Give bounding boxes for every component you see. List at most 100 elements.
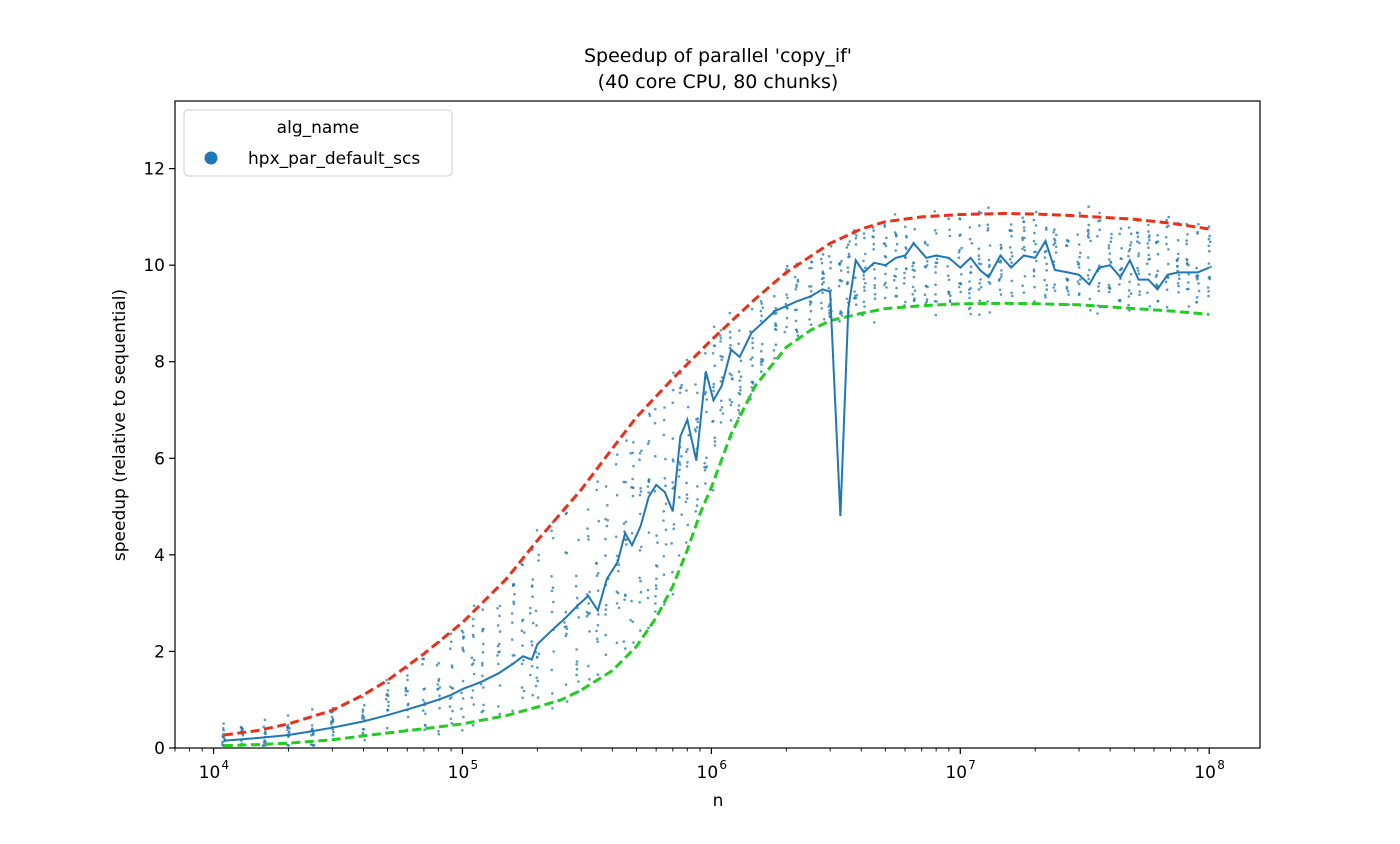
scatter-point — [588, 611, 591, 615]
legend-entry-label: hpx_par_default_scs — [248, 149, 420, 169]
x-tick-exponent: 7 — [968, 758, 976, 772]
scatter-point — [1127, 226, 1131, 229]
scatter-point — [934, 283, 937, 287]
scatter-point — [696, 498, 699, 501]
scatter-point — [854, 303, 858, 307]
scatter-point — [1187, 273, 1190, 276]
scatter-point — [1043, 278, 1046, 282]
scatter-point — [759, 319, 763, 323]
scatter-point — [1078, 255, 1081, 259]
scatter-point — [968, 296, 971, 300]
scatter-point — [864, 266, 867, 270]
scatter-point — [969, 286, 972, 290]
y-tick-label: 2 — [154, 642, 165, 662]
scatter-point — [728, 330, 732, 334]
scatter-point — [1165, 218, 1168, 222]
x-tick-exponent: 8 — [1217, 758, 1225, 772]
scatter-point — [784, 302, 788, 306]
scatter-point — [913, 297, 916, 300]
scatter-point — [586, 527, 589, 530]
scatter-point — [423, 728, 426, 732]
scatter-point — [471, 617, 475, 621]
scatter-point — [774, 322, 777, 325]
scatter-point — [1010, 254, 1014, 258]
scatter-point — [1076, 280, 1080, 283]
scatter-point — [1000, 269, 1003, 272]
scatter-point — [977, 258, 981, 261]
scatter-point — [795, 330, 799, 334]
scatter-point — [1000, 273, 1003, 276]
scatter-point — [632, 441, 635, 444]
scatter-point — [820, 301, 823, 305]
scatter-point — [821, 253, 825, 256]
scatter-point — [565, 632, 568, 636]
scatter-point — [639, 487, 642, 490]
scatter-point — [471, 689, 475, 692]
scatter-point — [969, 271, 973, 274]
scatter-point — [497, 662, 500, 666]
scatter-point — [1138, 241, 1141, 245]
scatter-point — [1127, 254, 1130, 258]
scatter-point — [786, 264, 789, 268]
scatter-point — [534, 609, 538, 613]
chart-subtitle: (40 core CPU, 80 chunks) — [598, 71, 839, 93]
scatter-point — [948, 300, 952, 304]
scatter-point — [530, 644, 534, 647]
scatter-point — [550, 668, 554, 672]
scatter-point — [596, 480, 599, 483]
scatter-point — [1148, 305, 1152, 308]
scatter-point — [531, 595, 534, 598]
scatter-point — [855, 234, 858, 237]
scatter-point — [437, 662, 441, 665]
scatter-point — [604, 653, 608, 657]
scatter-point — [883, 254, 887, 258]
scatter-point — [647, 626, 650, 630]
scatter-point — [563, 625, 567, 629]
scatter-point — [451, 709, 454, 713]
scatter-point — [711, 352, 715, 355]
scatter-point — [361, 708, 365, 711]
scatter-point — [728, 398, 732, 402]
scatter-point — [363, 703, 366, 707]
scatter-point — [552, 650, 555, 653]
scatter-point — [1165, 242, 1168, 246]
scatter-point — [827, 254, 831, 258]
scatter-point — [871, 235, 874, 238]
scatter-point — [361, 727, 365, 731]
scatter-point — [810, 260, 814, 264]
legend-marker-icon — [204, 151, 218, 165]
scatter-point — [1045, 288, 1048, 291]
scatter-point — [1010, 251, 1013, 254]
scatter-point — [565, 700, 569, 703]
scatter-point — [437, 679, 440, 682]
scatter-point — [387, 704, 390, 708]
scatter-point — [738, 329, 741, 332]
scatter-point — [704, 352, 707, 355]
scatter-point — [312, 733, 315, 736]
scatter-point — [853, 294, 857, 298]
scatter-point — [461, 679, 465, 683]
scatter-point — [604, 633, 607, 637]
scatter-point — [1185, 242, 1188, 246]
scatter-point — [1052, 230, 1055, 234]
scatter-point — [654, 407, 657, 411]
scatter-point — [739, 359, 743, 363]
scatter-point — [595, 574, 599, 577]
scatter-point — [624, 520, 628, 524]
scatter-point — [1087, 277, 1090, 281]
scatter-point — [987, 258, 991, 262]
scatter-point — [1195, 266, 1198, 270]
scatter-point — [979, 262, 983, 266]
scatter-point — [664, 502, 668, 506]
scatter-point — [638, 576, 641, 580]
scatter-point — [630, 599, 633, 603]
scatter-point — [387, 700, 390, 704]
scatter-point — [721, 355, 724, 359]
scatter-point — [895, 286, 898, 290]
scatter-point — [718, 334, 722, 337]
scatter-point — [511, 709, 514, 713]
scatter-point — [1167, 262, 1170, 266]
scatter-point — [1022, 245, 1026, 249]
scatter-point — [424, 712, 427, 716]
